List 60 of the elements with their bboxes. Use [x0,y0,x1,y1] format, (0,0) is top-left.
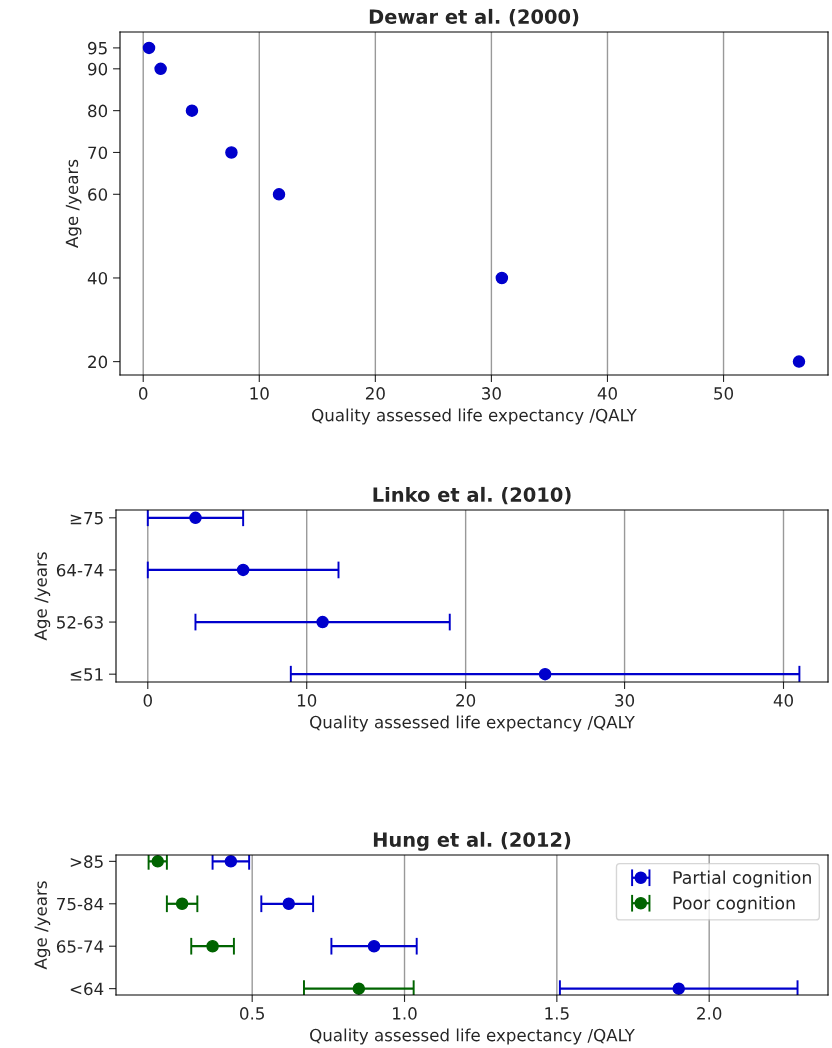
y-tick-label: ≤51 [70,668,103,681]
x-tick-label: 10 [297,694,317,707]
x-tick-label: 20 [456,694,476,707]
x-tick-label: 0.5 [240,1007,264,1020]
y-tick-label: 80 [88,104,108,118]
y-tick-label: 65-74 [56,940,104,953]
point [352,982,366,995]
x-tick-label: 30 [482,387,501,400]
x-tick-label: 50 [714,387,734,400]
point [272,188,286,201]
point [538,667,552,681]
point [367,939,381,953]
point [282,897,295,911]
x-tick-label: 30 [615,694,635,707]
legend-label: Partial cognition [673,870,811,888]
y-axis-title: Age /years [65,159,82,248]
point [792,355,806,368]
x-axis-title: Quality assessed life expectancy /QALY [310,715,635,732]
y-tick-label: 95 [88,41,107,55]
x-tick-label: 2.0 [697,1007,722,1020]
x-tick-label: 10 [250,387,269,400]
point [142,41,156,55]
point [151,855,164,868]
chart-title: Dewar et al. (2000) [369,8,579,27]
y-axis-title: Age /years [34,552,51,641]
point [672,982,685,995]
y-tick-label: 64-74 [56,563,104,577]
y-tick-label: 52-63 [57,616,103,629]
point [185,104,199,117]
x-tick-label: 1.5 [545,1007,569,1020]
point [495,271,509,285]
y-tick-label: 40 [87,271,108,285]
x-tick-label: 1.0 [393,1007,417,1020]
point [175,897,189,911]
y-tick-label: 20 [88,355,108,369]
y-tick-label: ≥75 [70,512,103,525]
y-axis-title: Age /years [34,881,51,970]
y-tick-label: <64 [70,982,104,996]
chart-title: Linko et al. (2010) [373,486,571,505]
x-tick-label: 40 [597,387,617,400]
point [236,563,250,577]
x-tick-label: 0 [143,694,152,707]
y-tick-label: >85 [70,855,103,868]
y-tick-label: 90 [88,62,108,76]
point [189,511,202,525]
y-tick-label: 60 [88,188,108,201]
point [206,939,219,953]
point [225,146,238,159]
y-tick-label: 75-84 [57,897,104,911]
chart-title: Hung et al. (2012) [373,831,571,851]
x-tick-label: 20 [365,387,385,400]
x-axis-title: Quality assessed life expectancy /QALY [310,1028,635,1045]
point [316,615,329,629]
legend-label: Poor cognition [673,896,795,913]
y-tick-label: 70 [88,146,108,160]
x-tick-label: 40 [773,694,793,707]
x-axis-title: Quality assessed life expectancy /QALY [312,408,637,425]
point [154,62,167,76]
x-tick-label: 0 [139,387,148,400]
point [224,855,238,868]
